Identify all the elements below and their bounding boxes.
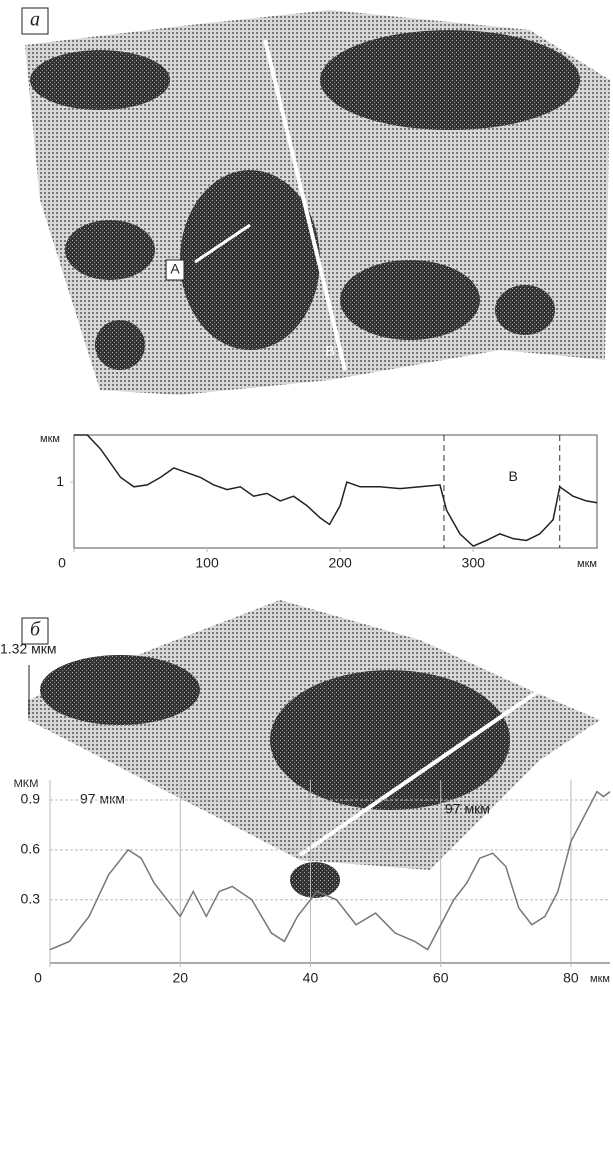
- y-tick-label: 0.6: [21, 841, 41, 857]
- marker-label: B: [325, 343, 334, 359]
- x-tick-label: 60: [433, 970, 449, 986]
- x-axis-unit: мкм: [577, 558, 597, 570]
- x-tick-label: 80: [563, 970, 579, 986]
- x-tick-label: 40: [303, 970, 319, 986]
- annotation: B: [508, 468, 517, 484]
- y-axis-label: МКМ: [14, 778, 39, 790]
- y-axis-label: мкм: [40, 433, 60, 445]
- x-tick-label: 100: [195, 555, 219, 571]
- x-tick-label: 200: [328, 555, 352, 571]
- width-label: 97 мкм: [445, 801, 490, 817]
- surface-a: а A B: [22, 8, 610, 395]
- panel-label: а: [30, 9, 40, 31]
- x-tick-label: 0: [34, 970, 42, 986]
- page: а A B б 1.32 мкм 97 мкм 97 мкм 101002003…: [0, 0, 613, 1154]
- panel-label: б: [30, 619, 41, 641]
- marker-label: A: [170, 261, 180, 277]
- figure: а A B б 1.32 мкм 97 мкм 97 мкм 101002003…: [0, 0, 613, 1154]
- surface-b: б 1.32 мкм 97 мкм 97 мкм: [0, 600, 600, 898]
- width-label: 97 мкм: [80, 791, 125, 807]
- y-tick-label: 0.3: [21, 890, 41, 906]
- plot-frame: [74, 435, 597, 548]
- height-label: 1.32 мкм: [0, 641, 57, 657]
- data-line: [74, 435, 597, 546]
- x-tick-label: 20: [172, 970, 188, 986]
- x-tick-label: 0: [58, 555, 66, 571]
- x-axis-unit: мкм: [590, 973, 610, 985]
- y-tick-label: 0.9: [21, 791, 41, 807]
- x-tick-label: 300: [462, 555, 486, 571]
- y-tick-label: 1: [56, 473, 64, 489]
